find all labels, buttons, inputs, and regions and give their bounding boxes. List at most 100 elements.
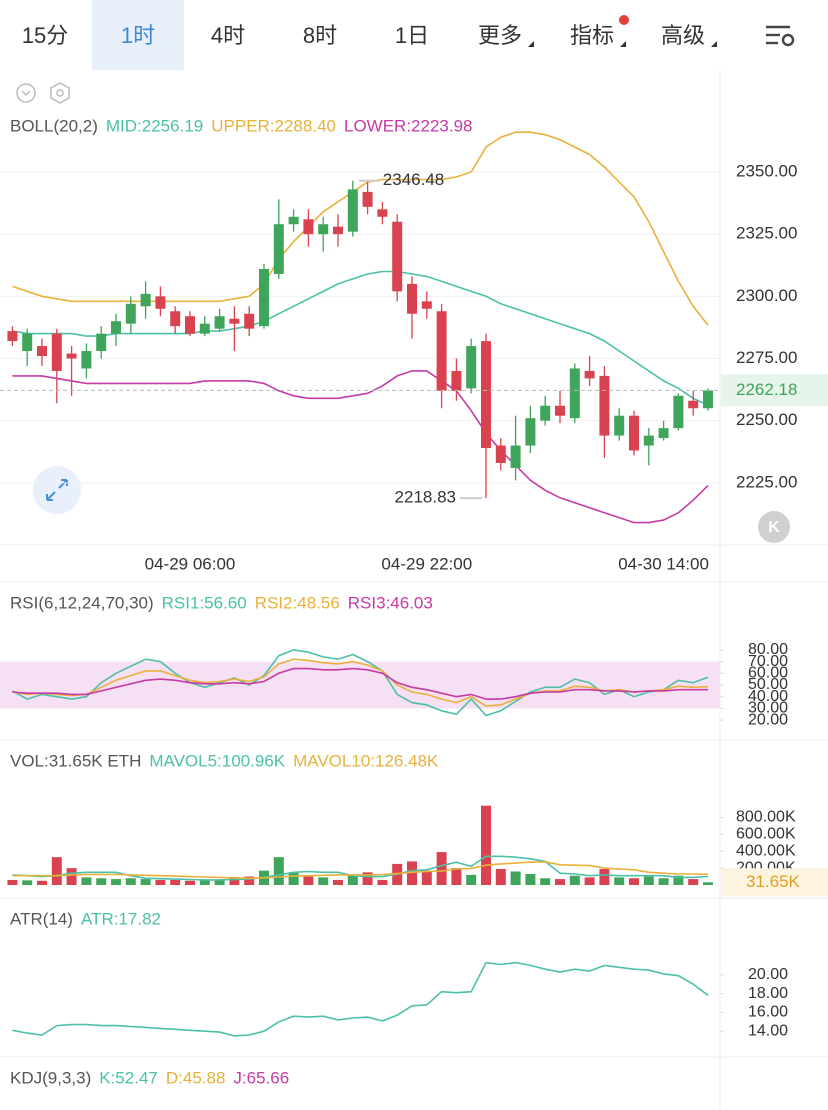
candle-body <box>451 370 462 391</box>
legend-entry: MID:2256.19 <box>106 116 203 135</box>
legend-entry: RSI2:48.56 <box>255 593 340 612</box>
volume-bar <box>525 874 536 885</box>
legend-entry: RSI1:56.60 <box>162 593 247 612</box>
y-tick-label: 18.00 <box>748 985 788 1002</box>
legend-entry: MAVOL10:126.48K <box>293 751 439 770</box>
indicator-line <box>12 860 709 880</box>
volume-bar <box>599 868 610 885</box>
candle-body <box>347 189 358 232</box>
volume-bar <box>333 879 343 885</box>
indicator-line <box>12 131 709 326</box>
volume-bar <box>540 878 551 885</box>
candle-body <box>244 313 255 329</box>
candle-body <box>614 415 625 436</box>
legend-entry: MAVOL5:100.96K <box>149 751 285 770</box>
volume-bar <box>185 880 195 885</box>
volume-bar <box>214 879 225 885</box>
tab[interactable]: 高级 <box>661 23 705 48</box>
volume-bar <box>510 871 521 885</box>
volume-bar <box>703 882 713 885</box>
candle-body <box>288 216 299 225</box>
volume-bar <box>170 879 181 885</box>
menu-triangle <box>711 41 717 47</box>
min-label: 2218.83 <box>395 488 456 507</box>
tab[interactable]: 更多 <box>478 23 522 48</box>
volume-bar <box>22 880 33 885</box>
y-tick-label: 50.00 <box>748 676 788 693</box>
notice-dot <box>619 15 629 25</box>
legend-entry: K:52.47 <box>99 1068 158 1087</box>
legend-entry: LOWER:2223.98 <box>344 116 473 135</box>
candle-body <box>362 191 373 207</box>
legend-entry: UPPER:2288.40 <box>211 116 336 135</box>
tab[interactable]: 15分 <box>22 23 68 48</box>
candle-body <box>555 405 565 416</box>
expand-button[interactable] <box>33 466 81 514</box>
volume-bar <box>569 875 580 885</box>
y-tick-label: 2325.00 <box>736 224 797 243</box>
volume-bar <box>273 857 284 885</box>
y-tick-label: 800.00K <box>736 809 796 826</box>
x-tick-label: 04-29 22:00 <box>381 554 472 573</box>
tab[interactable]: 指标 <box>570 23 614 48</box>
volume-bar <box>318 877 329 885</box>
volume-bar <box>7 879 18 885</box>
volume-bar <box>199 880 210 885</box>
tab[interactable]: 8时 <box>303 23 337 48</box>
volume-bar <box>303 876 314 885</box>
volume-bar <box>466 874 477 885</box>
volume-bar <box>155 879 166 885</box>
volume-bar <box>377 879 388 885</box>
candle-body <box>525 418 536 446</box>
tab[interactable]: 1日 <box>395 23 429 48</box>
candle-body <box>569 368 580 419</box>
indicator-label: KDJ(9,3,3) <box>10 1068 91 1087</box>
candle-body <box>318 224 329 235</box>
candle-body <box>510 445 521 468</box>
candle-body <box>407 283 417 314</box>
separators <box>0 70 828 1110</box>
volume-bar <box>125 878 136 885</box>
x-tick-label: 04-29 06:00 <box>145 554 236 573</box>
legend-entry: D:45.88 <box>166 1068 226 1087</box>
volume-bar <box>96 878 107 885</box>
candle-body <box>273 224 284 274</box>
candle-body <box>51 333 62 371</box>
last-price: 2262.18 <box>736 380 797 399</box>
y-tick-label: 2350.00 <box>736 161 797 180</box>
candle-body <box>155 296 166 309</box>
tab[interactable]: 4时 <box>211 23 245 48</box>
candle-body <box>392 221 403 292</box>
candle-body <box>703 390 713 409</box>
y-tick-label: 60.00 <box>748 665 788 682</box>
volume-bar <box>673 875 684 885</box>
y-tick-label: 70.00 <box>748 653 788 670</box>
volume-bar <box>362 872 373 885</box>
candle-body <box>22 333 33 352</box>
legend-entry: RSI3:46.03 <box>348 593 433 612</box>
tab[interactable]: 1时 <box>121 23 155 48</box>
volume-bar <box>688 879 699 885</box>
volume-bar <box>629 878 639 885</box>
volume-bar <box>584 877 595 885</box>
volume-bar <box>495 868 506 885</box>
candle-body <box>495 445 506 463</box>
indicator-line <box>12 667 708 700</box>
volume-bar <box>244 876 255 885</box>
volume-bar <box>66 868 77 885</box>
indicator-line <box>12 270 709 407</box>
indicator-line <box>12 649 709 717</box>
last-price-tag <box>721 374 828 407</box>
volume-bar <box>229 877 240 885</box>
candle-body <box>481 341 491 449</box>
legend-entry: ATR:17.82 <box>81 909 161 928</box>
panel-icons[interactable] <box>16 82 70 104</box>
settings-icon[interactable] <box>766 25 795 47</box>
candle-body <box>629 415 639 451</box>
indicator-line <box>12 658 709 707</box>
candle-body <box>540 405 551 421</box>
y-tick-label: 20.00 <box>748 966 788 983</box>
indicator-label: RSI(6,12,24,70,30) <box>10 593 154 612</box>
